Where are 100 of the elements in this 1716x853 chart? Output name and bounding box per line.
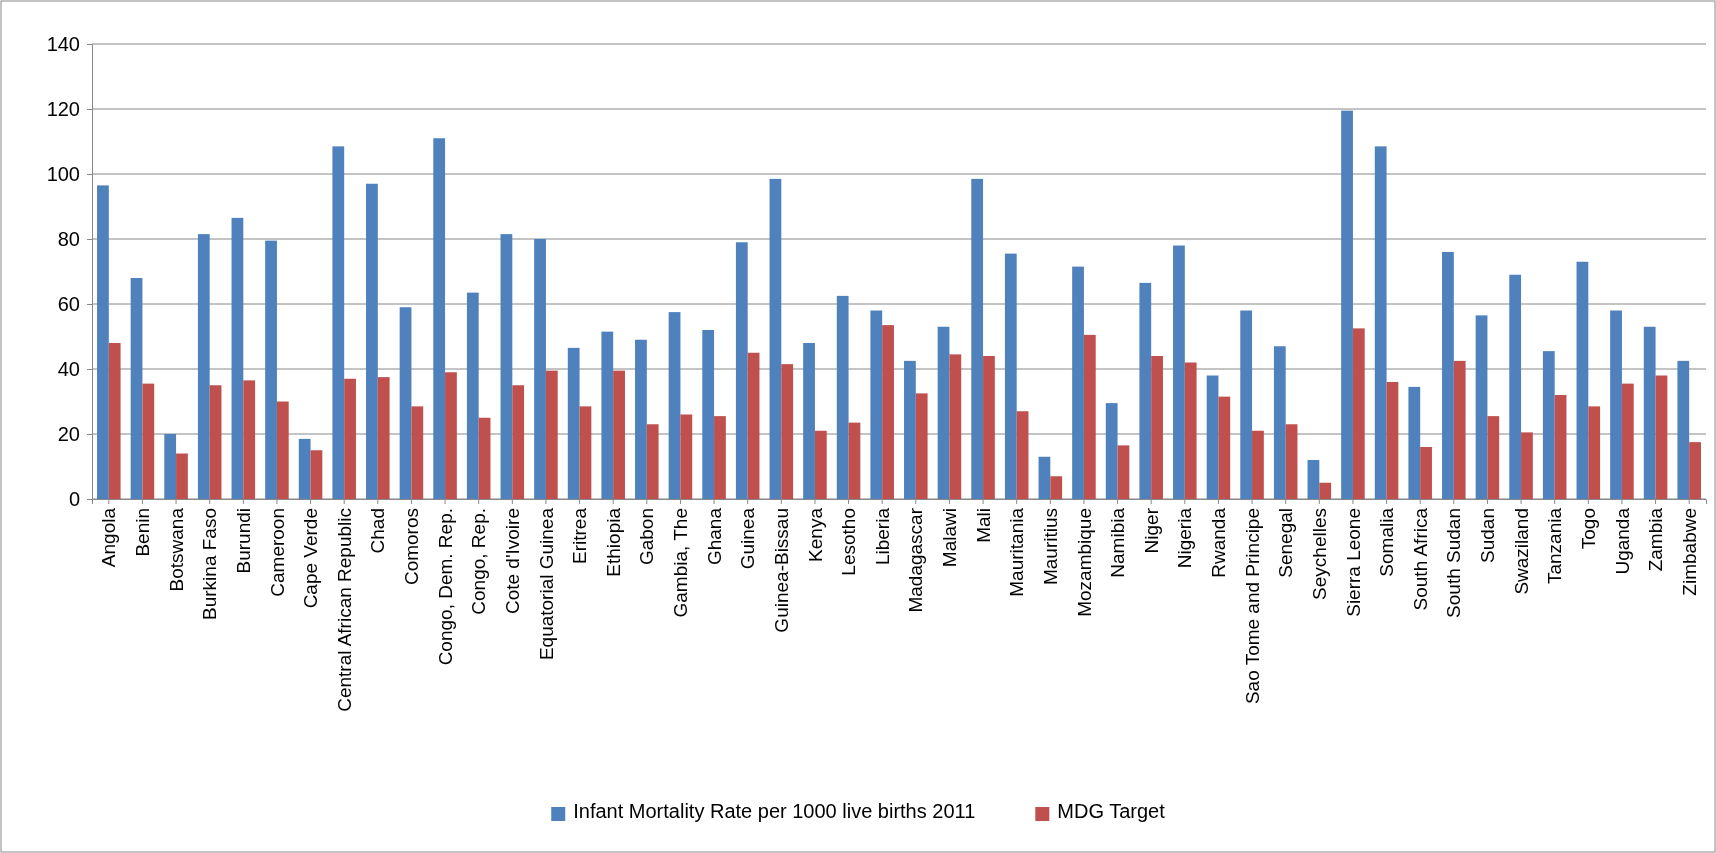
- x-tick-label: Botswana: [165, 507, 187, 592]
- x-tick-label: Namibia: [1107, 507, 1129, 578]
- bar: [512, 385, 525, 499]
- bar: [1374, 146, 1387, 499]
- x-tick-label: Guinea: [737, 507, 759, 570]
- x-tick-label: Mauritius: [1039, 508, 1061, 586]
- bar: [1521, 432, 1533, 499]
- bar: [1218, 396, 1231, 499]
- bar: [142, 383, 155, 499]
- bar: [1038, 456, 1051, 499]
- bar: [1576, 261, 1589, 499]
- bar: [130, 278, 143, 499]
- bar: [1307, 460, 1320, 499]
- x-tick-label: Burundi: [232, 508, 254, 574]
- bar: [613, 370, 625, 499]
- legend-label: Infant Mortality Rate per 1000 live births 2011: [573, 800, 976, 822]
- bar: [1509, 274, 1522, 499]
- bar: [545, 370, 558, 499]
- x-tick-label: Cape Verde: [300, 508, 322, 609]
- bar: [937, 326, 950, 499]
- x-tick-label: Sudan: [1477, 508, 1499, 563]
- bar: [1004, 253, 1017, 499]
- bar: [836, 295, 849, 499]
- y-tick-label: 100: [46, 162, 80, 185]
- x-tick-label: Comoros: [401, 508, 423, 586]
- x-tick-label: Uganda: [1611, 507, 1633, 575]
- bar: [243, 380, 256, 499]
- x-tick-label: Congo, Rep.: [468, 508, 490, 615]
- bar: [601, 331, 614, 499]
- bar: [1408, 386, 1421, 499]
- bar: [265, 240, 277, 499]
- bar: [276, 401, 289, 499]
- bar: [1442, 252, 1454, 499]
- bar: [1554, 395, 1567, 499]
- legend-label: MDG Target: [1057, 800, 1166, 822]
- x-tick-label: Lesotho: [838, 508, 860, 576]
- x-tick-label: Mali: [972, 508, 994, 543]
- bar: [915, 393, 928, 499]
- x-tick-label: Chad: [367, 508, 389, 554]
- bar: [1610, 310, 1622, 499]
- bar: [500, 234, 513, 499]
- x-tick-label: Sierra Leone: [1342, 508, 1364, 617]
- bar: [1621, 383, 1634, 499]
- x-tick-label: Gabon: [636, 508, 658, 566]
- x-tick-label: Somalia: [1376, 507, 1398, 577]
- bar: [735, 242, 748, 499]
- x-tick-label: Senegal: [1275, 508, 1297, 578]
- bar: [344, 378, 356, 499]
- bar: [971, 178, 984, 499]
- x-tick-label: Madagascar: [905, 507, 927, 613]
- bar: [714, 416, 726, 499]
- bar: [567, 347, 580, 499]
- bar: [814, 430, 827, 499]
- bar: [310, 450, 323, 499]
- bar: [781, 364, 794, 499]
- y-tick-label: 60: [57, 292, 80, 315]
- bar: [534, 239, 546, 499]
- x-tick-label: Central African Republic: [333, 508, 355, 712]
- x-tick-label: Malawi: [939, 508, 961, 568]
- x-tick-label: Nigeria: [1174, 507, 1196, 569]
- bar: [983, 356, 995, 499]
- x-tick-label: South Sudan: [1443, 508, 1465, 618]
- bar: [411, 406, 424, 499]
- bar: [366, 183, 378, 499]
- x-tick-label: Gambia, The: [670, 508, 692, 618]
- bar: [702, 330, 715, 499]
- x-tick-label: Cameroon: [266, 508, 288, 597]
- x-tick-label: Guinea-Bissau: [770, 508, 792, 633]
- bar: [1273, 346, 1286, 499]
- x-tick-label: Equatorial Guinea: [535, 507, 557, 661]
- bar: [1184, 362, 1197, 499]
- bar: [949, 354, 962, 499]
- bar: [1352, 328, 1365, 499]
- y-tick-label: 20: [57, 422, 80, 445]
- bar: [332, 146, 345, 499]
- bar: [1285, 424, 1298, 499]
- x-tick-label: Mozambique: [1073, 508, 1095, 617]
- x-tick-label: Ghana: [703, 507, 725, 566]
- bar: [1139, 282, 1152, 499]
- x-tick-label: Benin: [132, 508, 154, 557]
- x-tick-label: South Africa: [1409, 507, 1431, 611]
- bar: [445, 372, 457, 499]
- bar: [97, 185, 109, 499]
- x-tick-label: Angola: [98, 507, 120, 568]
- bar: [1117, 445, 1130, 499]
- x-tick-label: Cote d'Ivoire: [501, 508, 523, 615]
- x-tick-label: Liberia: [871, 507, 893, 566]
- bar: [1016, 411, 1029, 499]
- y-tick-label: 140: [46, 32, 80, 55]
- bar: [1050, 476, 1063, 499]
- bar: [197, 234, 210, 499]
- bar: [1475, 315, 1488, 499]
- bar: [747, 352, 760, 499]
- x-tick-label: Sao Tome and Principe: [1241, 508, 1263, 705]
- bar: [1588, 406, 1601, 499]
- bar: [1083, 334, 1096, 499]
- x-tick-label: Rwanda: [1208, 507, 1230, 578]
- bar: [680, 414, 693, 499]
- bar: [1105, 403, 1118, 499]
- bar: [1206, 375, 1219, 499]
